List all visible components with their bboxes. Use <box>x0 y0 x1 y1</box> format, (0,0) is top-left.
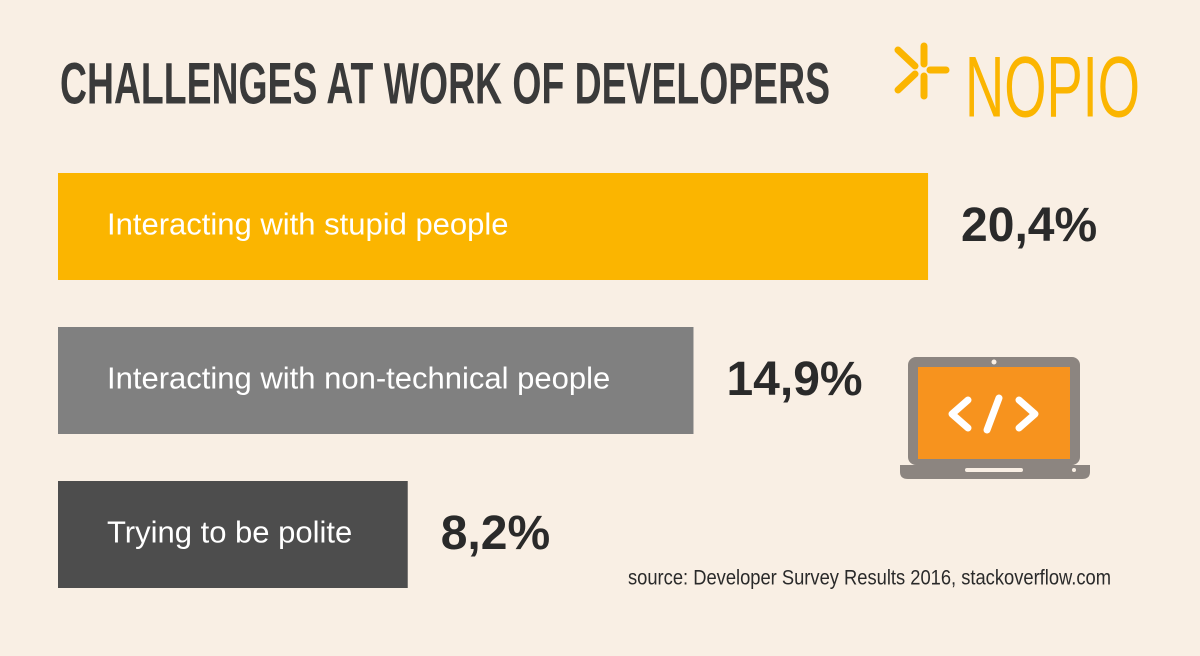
category-label: Trying to be polite <box>107 515 352 550</box>
bar <box>58 327 694 434</box>
bar <box>58 481 408 588</box>
source-note: source: Developer Survey Results 2016, s… <box>628 567 1111 590</box>
value-label: 20,4% <box>961 199 1097 252</box>
logo-text: NOPIO <box>965 40 1140 136</box>
category-label: Interacting with non-technical people <box>107 361 610 396</box>
logo-mark <box>894 42 950 100</box>
value-label: 8,2% <box>441 507 550 560</box>
chart-title: CHALLENGES AT WORK OF DEVELOPERS <box>60 51 830 116</box>
bar <box>58 173 929 280</box>
laptop-icon <box>900 357 1090 479</box>
value-label: 14,9% <box>726 353 862 406</box>
category-label: Interacting with stupid people <box>107 207 509 242</box>
